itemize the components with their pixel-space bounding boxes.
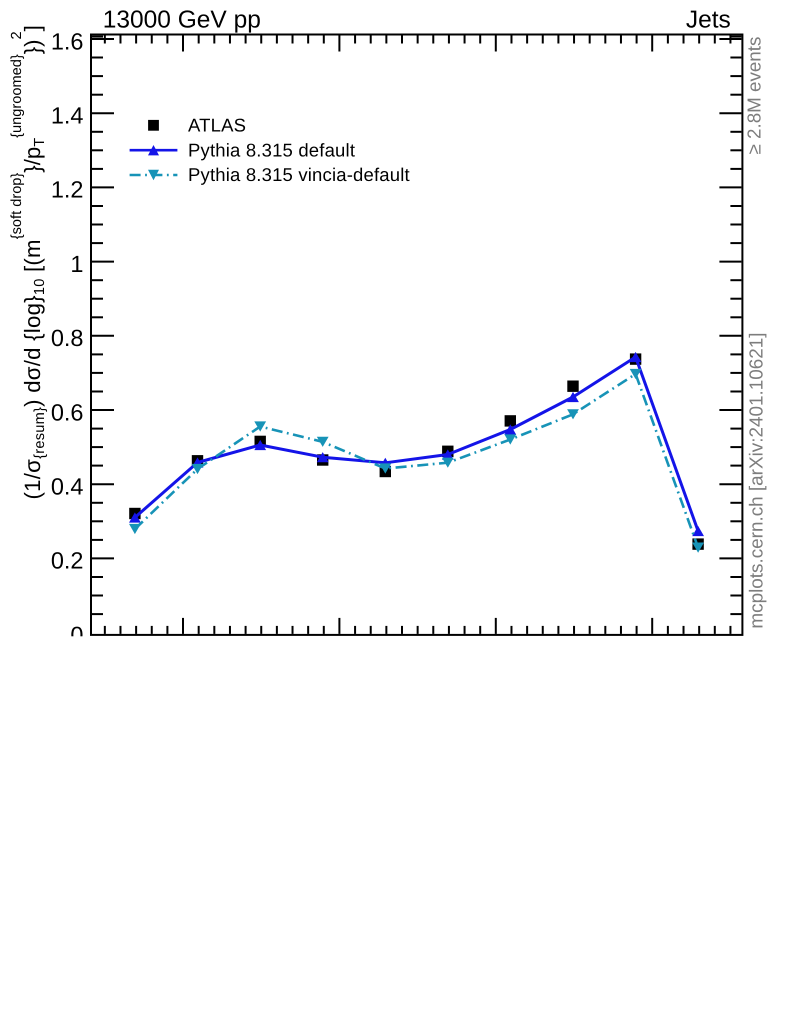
svg-text:13000 GeV pp: 13000 GeV pp <box>103 7 261 34</box>
svg-text:Jets: Jets <box>686 7 731 34</box>
svg-text:≥ 2.8M events: ≥ 2.8M events <box>743 37 764 155</box>
svg-text:1.6: 1.6 <box>51 28 84 54</box>
svg-text:0.6: 0.6 <box>51 399 84 425</box>
svg-text:0.4: 0.4 <box>51 474 84 500</box>
svg-text:1.2: 1.2 <box>51 177 84 203</box>
svg-text:mcplots.cern.ch [arXiv:2401.10: mcplots.cern.ch [arXiv:2401.10621] <box>746 332 767 628</box>
svg-text:0.8: 0.8 <box>51 325 84 351</box>
svg-text:1: 1 <box>70 251 83 277</box>
svg-text:ATLAS: ATLAS <box>188 114 246 135</box>
svg-text:0.2: 0.2 <box>51 548 84 574</box>
svg-text:1.4: 1.4 <box>51 103 84 129</box>
svg-text:Pythia 8.315 vincia-default: Pythia 8.315 vincia-default <box>188 164 410 185</box>
svg-text:Pythia 8.315 default: Pythia 8.315 default <box>188 139 355 160</box>
